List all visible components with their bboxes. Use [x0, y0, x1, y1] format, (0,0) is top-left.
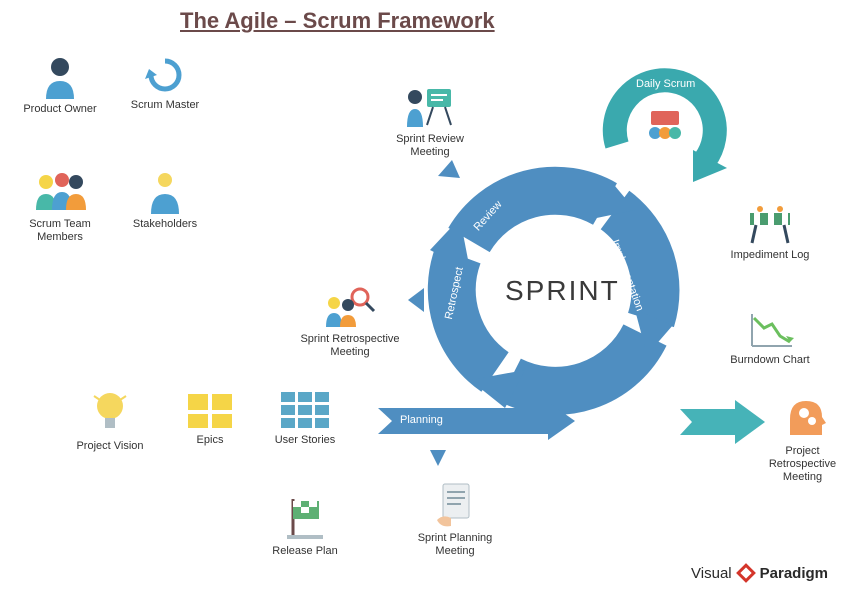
- logo-diamond-icon: [736, 563, 756, 583]
- artifact-epics: Epics: [175, 390, 245, 447]
- meeting-project-retrospective: Project Retrospective Meeting: [755, 395, 850, 485]
- artifact-impediment-log: Impediment Log: [720, 205, 820, 262]
- flag-icon: [260, 495, 350, 541]
- barrier-icon: [720, 205, 820, 245]
- cycle-icon: [125, 55, 205, 95]
- role-stakeholders: Stakeholders: [125, 170, 205, 231]
- bulb-icon: [65, 390, 155, 436]
- daily-scrum-icon: [640, 105, 690, 145]
- daily-scrum-label: Daily Scrum: [636, 78, 695, 90]
- role-label: Product Owner: [20, 103, 100, 116]
- meeting-label: Sprint Planning Meeting: [405, 532, 505, 558]
- logo-text-b: Paradigm: [760, 565, 828, 582]
- sticky-grid-icon: [265, 390, 345, 430]
- person-bulb-icon: [125, 170, 205, 214]
- ring-label-planning: Planning: [400, 414, 443, 426]
- role-product-owner: Product Owner: [20, 55, 100, 116]
- people-group-icon: [640, 105, 690, 141]
- person-icon: [20, 55, 100, 99]
- role-label: Scrum Team Members: [15, 218, 105, 244]
- meeting-label: Project Retrospective Meeting: [755, 445, 850, 485]
- artifact-label: Project Vision: [65, 440, 155, 453]
- meeting-sprint-planning: Sprint Planning Meeting: [405, 480, 505, 558]
- sprint-center-label: SPRINT: [505, 275, 620, 307]
- role-scrum-team: Scrum Team Members: [15, 170, 105, 244]
- role-label: Stakeholders: [125, 218, 205, 231]
- artifact-label: User Stories: [265, 434, 345, 447]
- meeting-label: Sprint Retrospective Meeting: [290, 333, 410, 359]
- people-group-icon: [15, 170, 105, 214]
- artifact-release-plan: Release Plan: [260, 495, 350, 558]
- brand-logo: Visual Paradigm: [691, 563, 828, 583]
- doc-hand-icon: [405, 480, 505, 528]
- artifact-user-stories: User Stories: [265, 390, 345, 447]
- role-label: Scrum Master: [125, 99, 205, 112]
- artifact-project-vision: Project Vision: [65, 390, 155, 453]
- people-magnify-icon: [290, 285, 410, 329]
- person-board-icon: [380, 85, 480, 129]
- artifact-label: Epics: [175, 434, 245, 447]
- sticky-notes-icon: [175, 390, 245, 430]
- meeting-label: Sprint Review Meeting: [380, 133, 480, 159]
- meeting-sprint-retrospective: Sprint Retrospective Meeting: [290, 285, 410, 359]
- logo-text-a: Visual: [691, 565, 732, 582]
- role-scrum-master: Scrum Master: [125, 55, 205, 112]
- meeting-sprint-review: Sprint Review Meeting: [380, 85, 480, 159]
- head-gears-icon: [755, 395, 850, 441]
- artifact-burndown-chart: Burndown Chart: [720, 310, 820, 367]
- artifact-label: Impediment Log: [720, 249, 820, 262]
- artifact-label: Release Plan: [260, 545, 350, 558]
- artifact-label: Burndown Chart: [720, 354, 820, 367]
- burndown-icon: [720, 310, 820, 350]
